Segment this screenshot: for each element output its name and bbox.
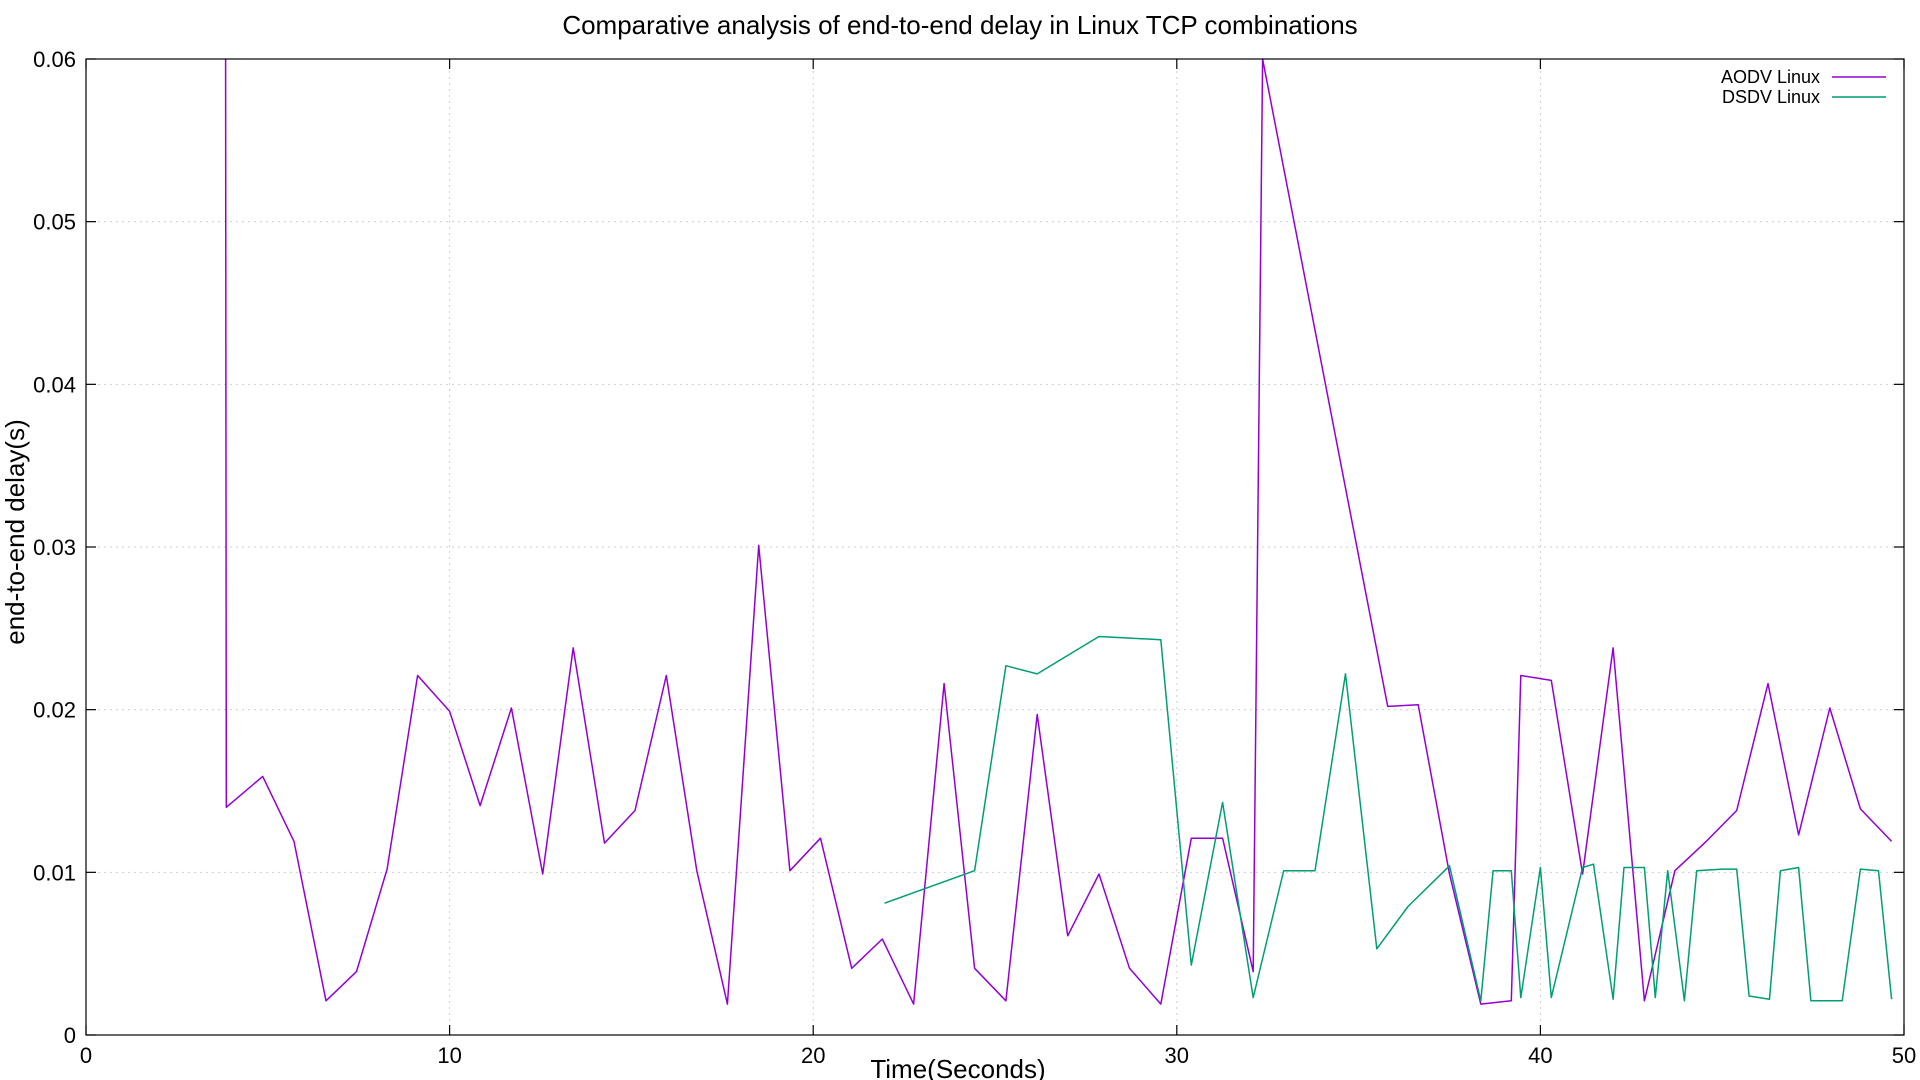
x-tick-label: 0: [80, 1043, 92, 1068]
y-tick-label: 0.03: [33, 535, 76, 560]
series-group: [224, 58, 1893, 1005]
chart-title: Comparative analysis of end-to-end delay…: [562, 10, 1357, 40]
x-tick-label: 50: [1892, 1043, 1916, 1068]
x-tick-label: 30: [1165, 1043, 1189, 1068]
x-tick-label: 10: [437, 1043, 461, 1068]
y-tick-label: 0.04: [33, 372, 76, 397]
legend-label-aodv-linux: AODV Linux: [1721, 67, 1820, 87]
y-tick-label: 0.02: [33, 698, 76, 723]
grid-lines: [86, 59, 1904, 1035]
y-tick-label: 0.05: [33, 210, 76, 235]
x-axis-label: Time(Seconds): [870, 1054, 1045, 1080]
axis-ticks: 0 10 20 30 40 50 0 0.01 0.02 0.03 0.04 0.05 0.06: [33, 47, 1916, 1068]
x-tick-label: 20: [801, 1043, 825, 1068]
x-tick-label: 40: [1528, 1043, 1552, 1068]
series-line-dsdv-linux: [884, 635, 1893, 1002]
y-tick-label: 0.06: [33, 47, 76, 72]
legend-label-dsdv-linux: DSDV Linux: [1722, 87, 1820, 107]
y-tick-label: 0.01: [33, 860, 76, 885]
y-tick-label: 0: [64, 1023, 76, 1048]
plot-area-frame: [85, 58, 1905, 1036]
y-axis-label: end-to-end delay(s): [0, 419, 30, 644]
series-line-aodv-linux: [224, 58, 1893, 1005]
